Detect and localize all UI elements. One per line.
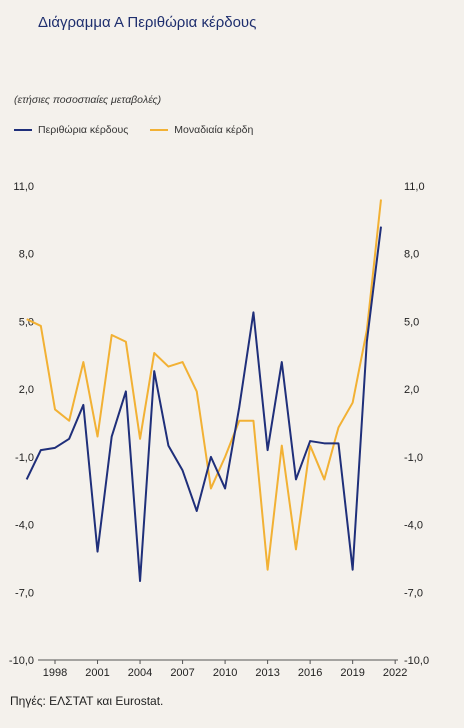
y-tick-label-right: 11,0: [404, 181, 425, 193]
legend-swatch-unit-profits: [150, 129, 169, 131]
legend-label-profit-margins: Περιθώρια κέρδους: [38, 124, 129, 136]
legend-label-unit-profits: Μοναδιαία κέρδη: [174, 124, 254, 136]
x-tick-label: 2013: [255, 667, 279, 679]
series-line-profit-margins: [25, 226, 382, 582]
y-tick-label-right: -1,0: [404, 452, 423, 464]
legend-swatch-profit-margins: [14, 129, 32, 131]
chart-title: Διάγραμμα Α Περιθώρια κέρδους: [38, 14, 257, 31]
x-tick-label: 2001: [85, 667, 109, 679]
y-tick-label-right: 8,0: [404, 249, 419, 261]
y-tick-label-right: -10,0: [404, 655, 429, 667]
chart-subtitle: (ετήσιες ποσοστιαίες μεταβολές): [14, 94, 162, 106]
y-tick-label-right: -4,0: [404, 520, 423, 532]
x-tick-label: 2016: [298, 667, 322, 679]
y-tick-label-left: -7,0: [15, 587, 34, 599]
y-tick-label-left: -1,0: [15, 452, 34, 464]
y-tick-label-right: 2,0: [404, 384, 419, 396]
x-tick-label: 2019: [340, 667, 364, 679]
y-tick-label-right: -7,0: [404, 587, 423, 599]
y-tick-label-right: 5,0: [404, 316, 419, 328]
legend-item-profit-margins: Περιθώρια κέρδους: [14, 124, 128, 136]
x-tick-label: 2010: [213, 667, 237, 679]
series-line-unit-profits: [26, 199, 382, 571]
y-tick-label-left: 2,0: [19, 384, 34, 396]
y-tick-label-left: 11,0: [13, 181, 34, 193]
x-tick-label: 2004: [128, 667, 152, 679]
y-tick-label-left: -10,0: [9, 655, 34, 667]
y-tick-label-left: 5,0: [19, 316, 34, 328]
legend-item-unit-profits: Μοναδιαία κέρδη: [150, 124, 253, 136]
source-note: Πηγές: ΕΛΣΤΑΤ και Eurostat.: [10, 694, 164, 708]
legend: Περιθώρια κέρδους Μοναδιαία κέρδη: [14, 124, 275, 136]
y-tick-label-left: 8,0: [19, 249, 34, 261]
x-tick-label: 1998: [43, 667, 67, 679]
x-tick-label: 2022: [383, 667, 407, 679]
x-tick-label: 2007: [170, 667, 194, 679]
y-tick-label-left: -4,0: [15, 520, 34, 532]
